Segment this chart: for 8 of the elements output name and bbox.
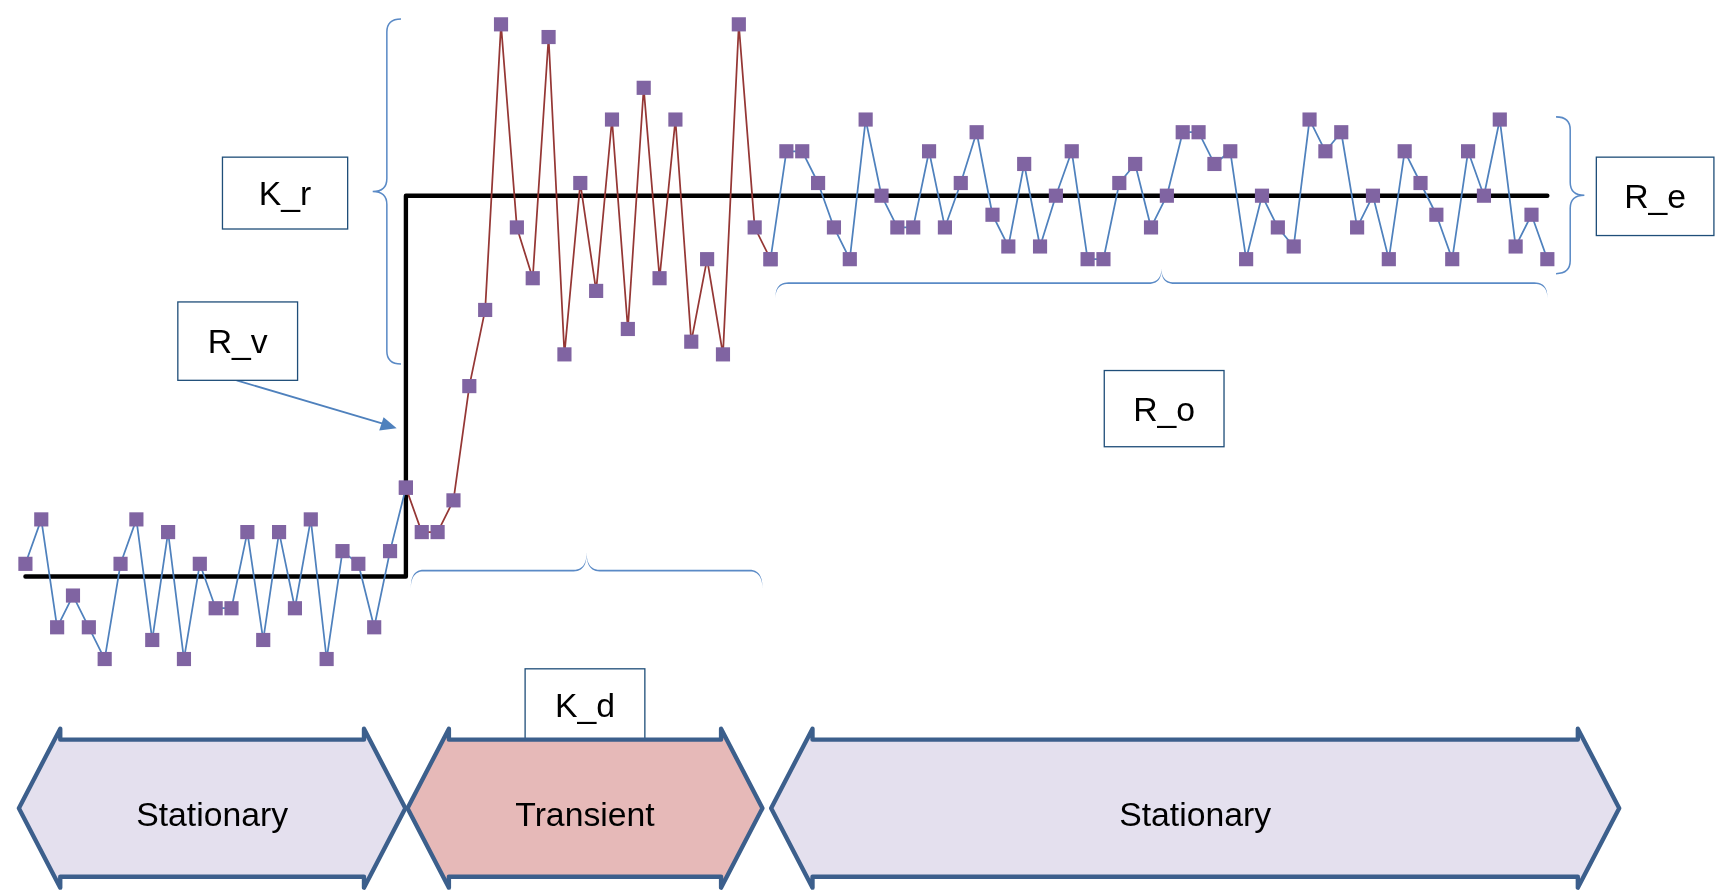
text: K_d	[554, 686, 615, 725]
annotation: R_v	[207, 322, 268, 361]
annotation: R_o	[1133, 389, 1196, 428]
text: R_e	[1624, 177, 1687, 216]
text: Stationary	[1119, 794, 1272, 833]
annotation: K_r	[258, 174, 312, 213]
text: Stationary	[136, 794, 289, 833]
text: Transient	[515, 794, 656, 833]
